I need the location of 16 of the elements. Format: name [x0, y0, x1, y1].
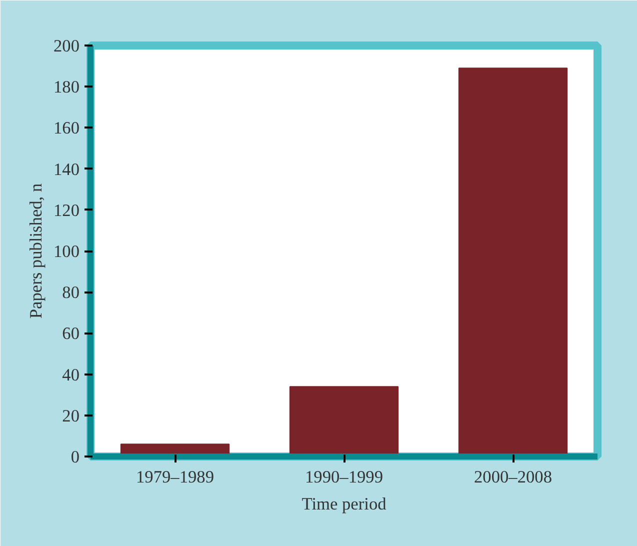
y-tick-label: 80: [62, 283, 80, 302]
y-tick-label: 180: [54, 78, 80, 97]
x-tick-label: 2000–2008: [474, 468, 552, 486]
y-tick-label: 60: [62, 324, 80, 344]
x-tick-label: 1979–1989: [136, 468, 214, 486]
y-tick-label: 140: [54, 160, 80, 179]
y-tick-label: 40: [62, 365, 80, 384]
x-tick-label: 1990–1999: [305, 468, 383, 486]
y-tick-label: 20: [62, 406, 80, 426]
y-tick-label: 120: [54, 200, 80, 220]
y-tick-label: 160: [54, 118, 80, 138]
y-axis-title: Papers published, n: [26, 183, 46, 319]
y-tick-label: 100: [54, 242, 80, 261]
y-tick-label: 200: [54, 36, 80, 56]
y-tick-label: 0: [70, 448, 80, 466]
x-axis-title: Time period: [302, 494, 387, 514]
